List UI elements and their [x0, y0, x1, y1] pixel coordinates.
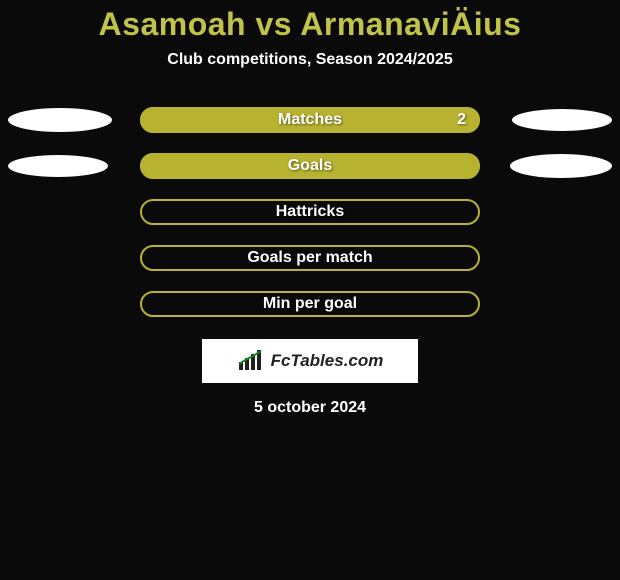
brand-badge: FcTables.com: [202, 339, 418, 383]
stat-row-goals-per-match: Goals per match: [0, 235, 620, 281]
left-ellipse: [8, 155, 108, 177]
stat-pill: Min per goal: [140, 291, 480, 317]
pill-label: Hattricks: [140, 199, 480, 225]
pill-label: Min per goal: [140, 291, 480, 317]
stat-pill: Goals per match: [140, 245, 480, 271]
left-ellipse: [8, 108, 112, 132]
stat-pill: Goals: [140, 153, 480, 179]
right-ellipse: [512, 109, 612, 131]
page-title: Asamoah vs ArmanaviÄius: [0, 0, 620, 43]
right-ellipse: [510, 154, 612, 178]
stats-card: Asamoah vs ArmanaviÄius Club competition…: [0, 0, 620, 580]
pill-label: Goals: [140, 153, 480, 179]
date-label: 5 october 2024: [0, 399, 620, 417]
stat-rows: Matches 2 Goals Hattricks: [0, 97, 620, 327]
subtitle: Club competitions, Season 2024/2025: [0, 51, 620, 69]
brand-bars-icon: [237, 350, 265, 372]
pill-label: Matches: [140, 107, 480, 133]
stat-pill: Hattricks: [140, 199, 480, 225]
pill-value: 2: [457, 107, 466, 133]
stat-pill: Matches 2: [140, 107, 480, 133]
stat-row-matches: Matches 2: [0, 97, 620, 143]
brand-text: FcTables.com: [271, 351, 384, 371]
stat-row-goals: Goals: [0, 143, 620, 189]
stat-row-hattricks: Hattricks: [0, 189, 620, 235]
pill-label: Goals per match: [140, 245, 480, 271]
stat-row-min-per-goal: Min per goal: [0, 281, 620, 327]
